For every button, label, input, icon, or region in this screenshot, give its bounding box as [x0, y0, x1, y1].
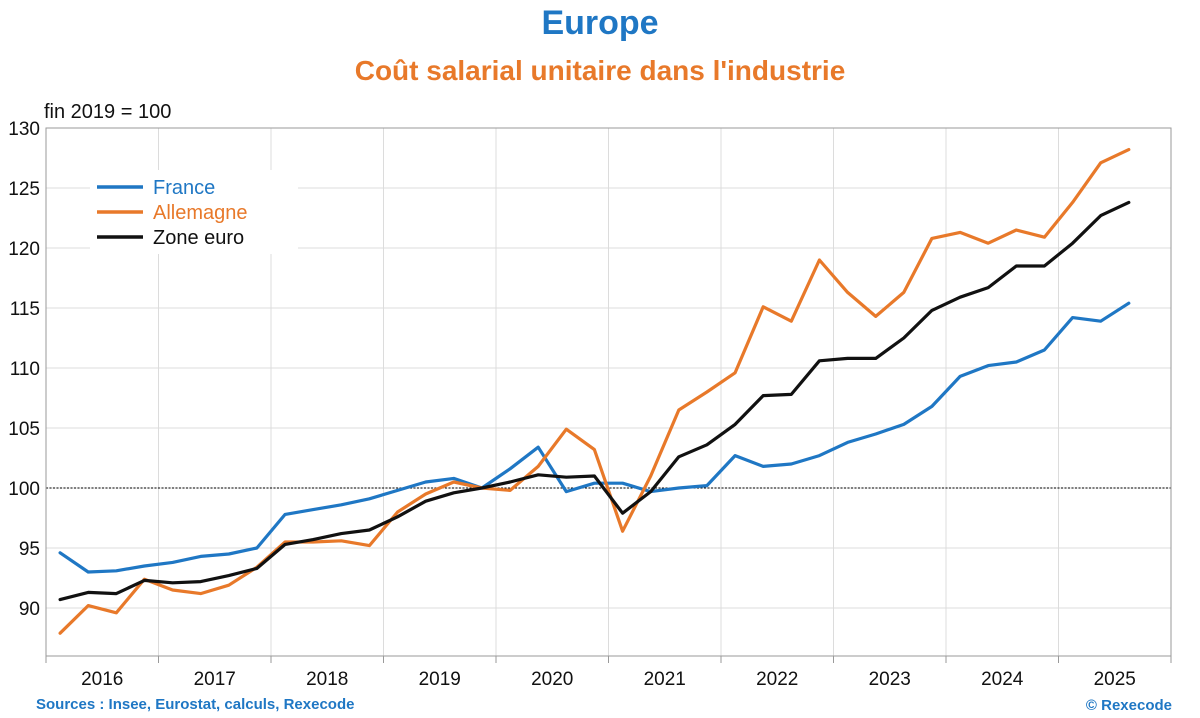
- source-note: Sources : Insee, Eurostat, calculs, Rexe…: [36, 696, 355, 713]
- x-tick-label: 2018: [306, 669, 348, 690]
- x-axis-ticks: 2016 2017 2018 2019 2020 2021 2022 2023 2024 2025: [45, 656, 1172, 690]
- y-tick-label: 130: [8, 119, 40, 140]
- series-line-allemagne: [58, 148, 1131, 635]
- series-line-zone-euro: [58, 200, 1131, 602]
- y-axis-ticks: 90 95 100 105 110 115 120 125 130: [8, 119, 40, 620]
- x-tick-label: 2022: [756, 669, 798, 690]
- y-tick-label: 120: [8, 239, 40, 260]
- x-tick-label: 2016: [81, 669, 123, 690]
- legend-label: Allemagne: [153, 202, 248, 224]
- y-tick-label: 110: [10, 359, 40, 380]
- chart-title: Europe: [541, 4, 659, 42]
- x-tick-label: 2019: [419, 669, 461, 690]
- y-tick-label: 125: [8, 179, 40, 200]
- x-tick-label: 2024: [981, 669, 1024, 690]
- legend: France Allemagne Zone euro: [90, 170, 298, 254]
- y-tick-label: 115: [10, 299, 40, 320]
- x-tick-label: 2021: [644, 669, 686, 690]
- x-tick-label: 2020: [531, 669, 573, 690]
- y-tick-label: 100: [8, 479, 40, 500]
- x-tick-label: 2017: [194, 669, 236, 690]
- x-tick-label: 2025: [1094, 669, 1136, 690]
- legend-label: Zone euro: [153, 227, 244, 249]
- legend-label: France: [153, 177, 215, 199]
- chart-subtitle: Coût salarial unitaire dans l'industrie: [354, 55, 846, 86]
- copyright-note: © Rexecode: [1085, 697, 1172, 714]
- x-tick-label: 2023: [869, 669, 911, 690]
- series-lines: [58, 148, 1131, 635]
- y-axis-unit-label: fin 2019 = 100: [44, 101, 172, 123]
- series-line-france: [58, 301, 1131, 574]
- y-tick-label: 105: [8, 419, 40, 440]
- y-tick-label: 95: [19, 539, 40, 560]
- y-tick-label: 90: [19, 599, 40, 620]
